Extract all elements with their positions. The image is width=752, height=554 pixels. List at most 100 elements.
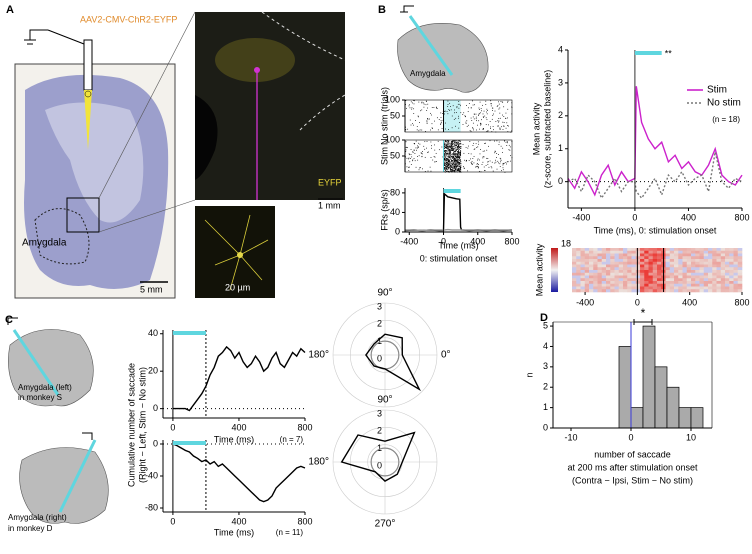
spike <box>448 163 449 165</box>
heat-cell <box>618 250 624 254</box>
heat-cell <box>695 253 700 257</box>
heat-cell <box>729 267 734 271</box>
heat-cell <box>606 264 611 268</box>
heat-cell <box>665 286 671 290</box>
heat-cell <box>699 283 705 287</box>
x-tick-label: 800 <box>297 422 312 432</box>
spike <box>447 164 449 166</box>
spike <box>448 143 450 145</box>
spike <box>447 152 449 154</box>
heat-cell <box>708 267 713 271</box>
spike <box>456 151 458 152</box>
spike <box>453 168 455 170</box>
spike <box>444 159 446 161</box>
spike <box>422 151 423 152</box>
spike <box>446 157 447 159</box>
spike <box>423 102 425 104</box>
spike <box>501 114 503 116</box>
spike <box>454 164 456 166</box>
spike <box>500 161 502 163</box>
heat-cell <box>669 275 675 279</box>
spike <box>447 100 449 102</box>
heat-cell <box>725 272 730 276</box>
spike <box>477 159 478 161</box>
spike <box>449 167 451 169</box>
spike <box>466 120 468 122</box>
spike <box>486 113 488 115</box>
spike <box>420 152 422 154</box>
heat-cell <box>584 289 590 293</box>
spike <box>450 152 452 154</box>
heat-cell <box>737 253 743 257</box>
legend-label: No stim <box>707 98 741 109</box>
spike <box>444 165 446 166</box>
heat-cell <box>584 281 590 285</box>
colorbar <box>551 248 558 292</box>
heat-cell <box>733 267 739 271</box>
spike <box>475 166 477 168</box>
heat-cell <box>652 253 658 257</box>
spike <box>446 164 448 166</box>
spike <box>484 169 485 171</box>
heat-cell <box>640 278 645 282</box>
spike <box>455 157 457 158</box>
spike <box>468 160 470 161</box>
heat-cell <box>631 289 637 293</box>
spike <box>444 149 446 151</box>
spike <box>482 113 484 115</box>
spike <box>443 162 445 164</box>
heat-cell <box>695 250 700 254</box>
spike <box>452 148 454 150</box>
spike <box>431 147 432 149</box>
spike <box>457 166 459 167</box>
spike <box>424 171 426 172</box>
spike <box>458 107 460 109</box>
x-tick-label: -400 <box>400 236 418 246</box>
spike <box>448 156 450 157</box>
spike <box>451 170 453 172</box>
spike <box>413 149 415 151</box>
spike <box>448 158 449 160</box>
spike <box>496 168 498 170</box>
heat-cell <box>686 250 692 254</box>
spike <box>447 161 449 163</box>
heat-cell <box>652 272 658 276</box>
heat-cell <box>729 289 734 293</box>
heat-cell <box>576 267 581 271</box>
spike <box>470 162 472 163</box>
spike <box>455 159 457 161</box>
spike <box>423 145 425 147</box>
heat-cell <box>669 270 675 274</box>
spike <box>452 163 453 165</box>
heat-cell <box>640 289 645 293</box>
series-line <box>404 192 513 232</box>
spike <box>503 162 505 164</box>
spike <box>458 145 460 147</box>
spike <box>415 166 417 168</box>
spike <box>457 161 458 163</box>
heat-cell <box>669 256 675 260</box>
heat-cell <box>669 264 675 268</box>
spike <box>405 150 407 152</box>
heat-cell <box>682 272 688 276</box>
heat-cell <box>720 272 726 276</box>
heat-cell <box>682 286 688 290</box>
spike <box>465 121 467 123</box>
spike <box>434 144 435 146</box>
heat-cell <box>584 283 590 287</box>
spike <box>493 129 494 131</box>
heat-cell <box>695 270 700 274</box>
spike <box>494 110 496 112</box>
spike <box>446 145 447 147</box>
r-tick-label: 3 <box>377 301 382 311</box>
heat-cell <box>606 272 611 276</box>
heat-cell <box>648 275 654 279</box>
heat-cell <box>623 256 628 260</box>
spike <box>487 130 489 132</box>
heat-cell <box>686 275 692 279</box>
heat-cell <box>606 259 611 263</box>
heat-cell <box>686 272 692 276</box>
spike <box>454 158 455 159</box>
heat-cell <box>699 256 705 260</box>
x-tick-label: 0 <box>441 236 446 246</box>
